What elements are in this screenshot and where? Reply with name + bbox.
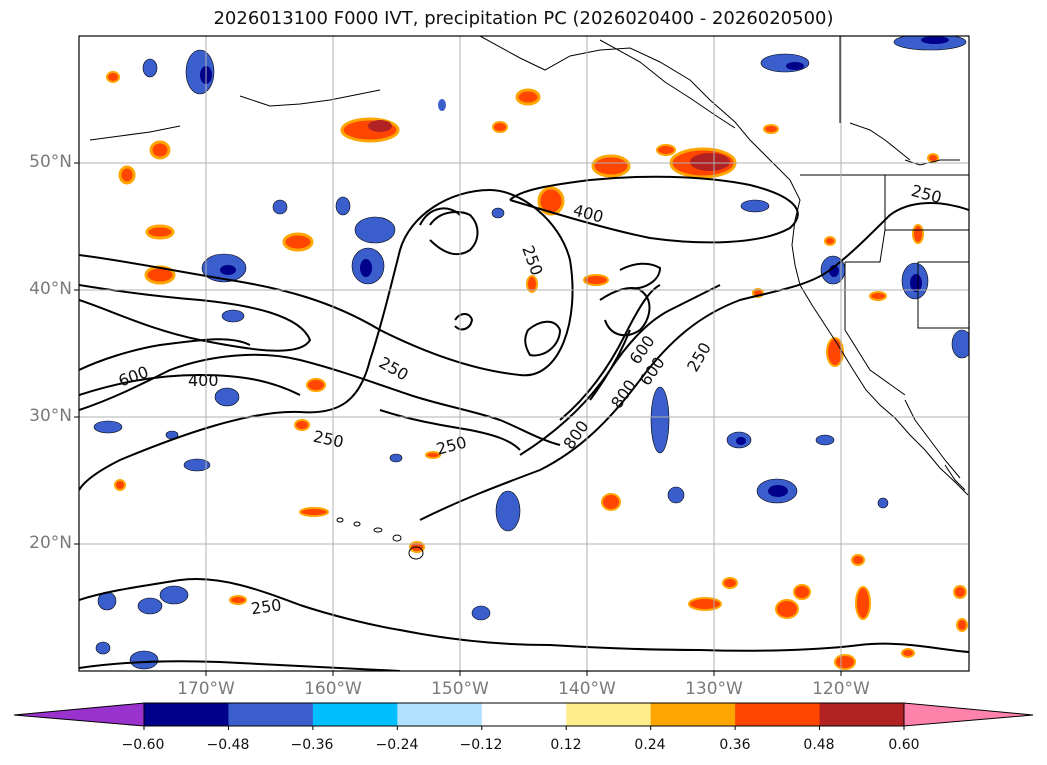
contour-label: 400 xyxy=(188,371,219,390)
lon-label: 170°W xyxy=(177,679,235,699)
graticule xyxy=(79,36,969,671)
hawaiian-islands xyxy=(336,517,424,560)
political-boundaries xyxy=(800,36,969,396)
colorbar-tick-label: 0.36 xyxy=(719,737,751,753)
colorbar-bin xyxy=(144,703,229,726)
colorbar-tick-label: 0.12 xyxy=(550,737,582,753)
colorbar-bin xyxy=(650,703,736,726)
tick-marks xyxy=(74,162,842,676)
lon-label: 140°W xyxy=(558,679,616,699)
colorbar-bin xyxy=(228,703,314,726)
colorbar-ticks xyxy=(143,726,905,730)
colorbar xyxy=(13,702,1034,730)
colorbar-bin xyxy=(312,703,398,726)
lon-label: 120°W xyxy=(812,679,870,699)
map-frame xyxy=(78,35,970,672)
colorbar-bins xyxy=(144,703,905,726)
colorbar-frame xyxy=(143,702,905,727)
lon-label: 160°W xyxy=(304,679,362,699)
colorbar-bin xyxy=(481,703,567,726)
colorbar-bin xyxy=(819,703,905,726)
colorbar-bin xyxy=(735,703,821,726)
coastlines xyxy=(89,36,969,496)
colorbar-over-arrow xyxy=(903,702,1034,727)
contour-label: 250 xyxy=(250,595,283,618)
colorbar-tick-label: −0.36 xyxy=(290,737,334,753)
colorbar-under-arrow xyxy=(13,702,145,727)
figure-title: 2026013100 F000 IVT, precipitation PC (2… xyxy=(213,8,834,29)
colorbar-tick-label: −0.60 xyxy=(121,737,165,753)
lat-label: 50°N xyxy=(29,152,72,172)
lat-label: 20°N xyxy=(29,533,72,553)
colorbar-bin xyxy=(397,703,483,726)
positive-pc-shading xyxy=(106,71,968,670)
colorbar-tick-label: 0.24 xyxy=(634,737,666,753)
map-background xyxy=(79,36,969,671)
colorbar-tick-label: −0.48 xyxy=(206,737,250,753)
colorbar-tick-label: −0.24 xyxy=(375,737,419,753)
lat-label: 30°N xyxy=(29,406,72,426)
colorbar-bin xyxy=(566,703,652,726)
colorbar-tick-label: 0.60 xyxy=(888,737,920,753)
colorbar-tick-label: 0.48 xyxy=(803,737,835,753)
colorbar-tick-label: −0.12 xyxy=(459,737,503,753)
lat-label: 40°N xyxy=(29,279,72,299)
lon-label: 150°W xyxy=(431,679,489,699)
lon-label: 130°W xyxy=(685,679,743,699)
negative-pc-shading xyxy=(93,36,969,670)
